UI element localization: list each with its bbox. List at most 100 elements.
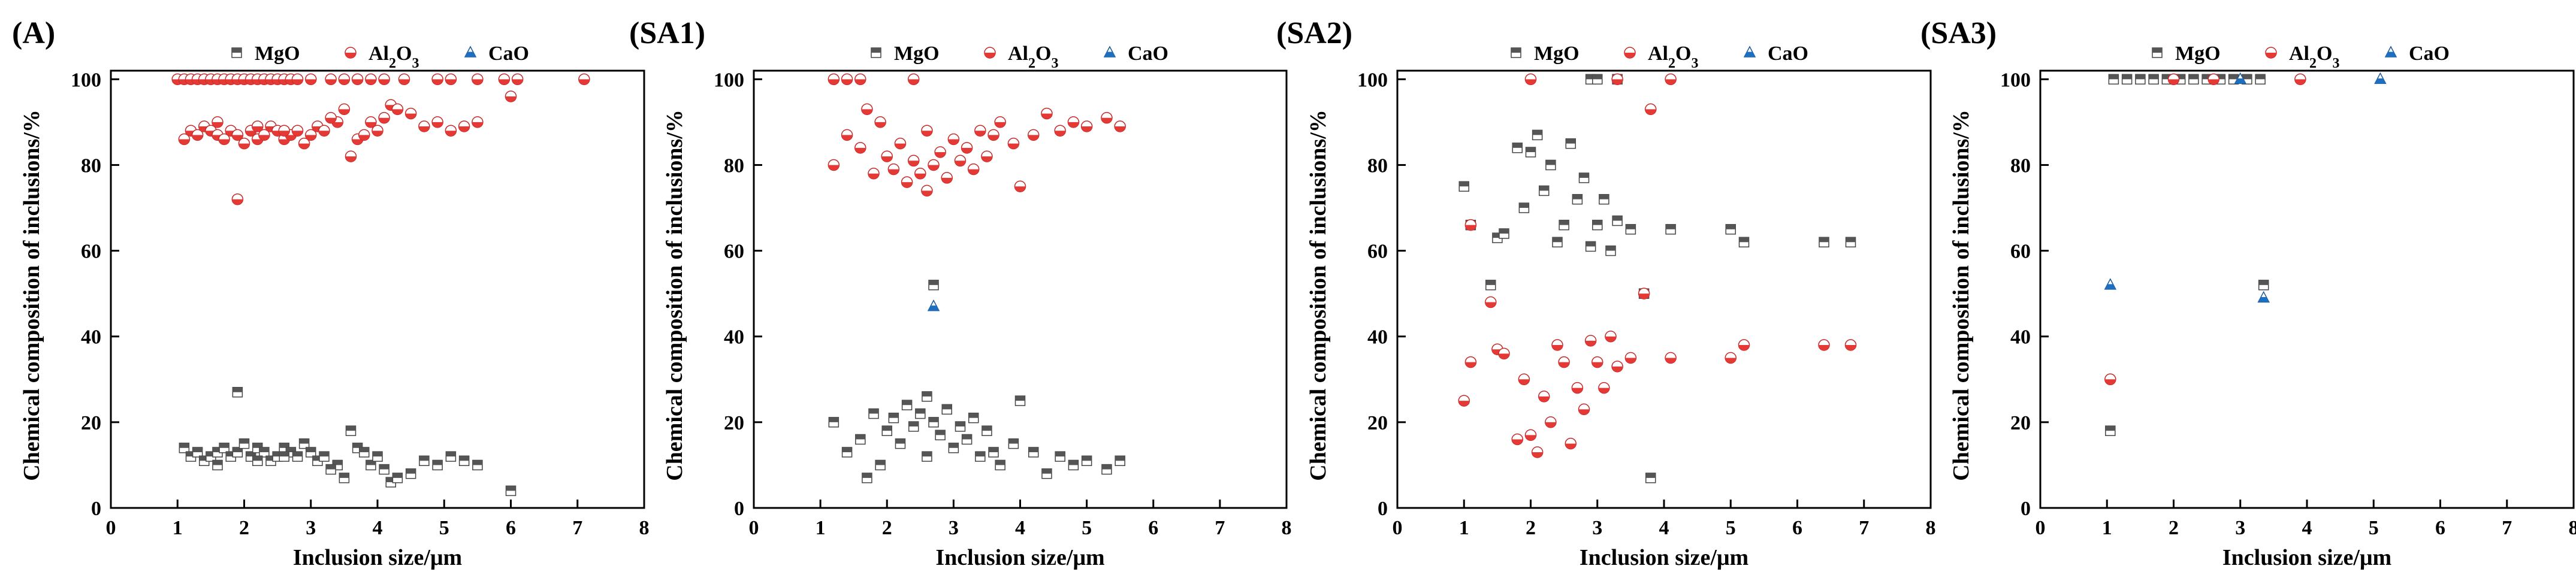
point-Al2O3-fill xyxy=(895,143,906,149)
point-Al2O3-fill xyxy=(1612,366,1623,372)
point-MgO-fill xyxy=(352,443,363,448)
point-Al2O3-fill xyxy=(1538,396,1550,402)
point-Al2O3-fill xyxy=(2294,79,2306,85)
point-MgO-fill xyxy=(975,452,985,457)
point-MgO-fill xyxy=(1666,224,1676,229)
series-Al2O3 xyxy=(1458,73,1857,458)
point-Al2O3-fill xyxy=(458,126,470,132)
point-CaO-fill xyxy=(2258,296,2269,302)
point-Al2O3-fill xyxy=(828,79,839,85)
point-MgO-fill xyxy=(2162,74,2172,80)
point-MgO-fill xyxy=(829,417,839,422)
point-MgO-fill xyxy=(186,452,196,457)
point-MgO-fill xyxy=(1592,220,1602,225)
point-MgO-fill xyxy=(1492,233,1502,238)
point-MgO-fill xyxy=(1485,280,1496,285)
point-Al2O3-fill xyxy=(955,161,966,167)
legend-label-MgO: MgO xyxy=(1534,43,1580,65)
point-MgO-fill xyxy=(1015,396,1025,401)
point-Al2O3-fill xyxy=(1545,422,1556,428)
point-Al2O3-fill xyxy=(914,173,926,179)
y-tick-label: 60 xyxy=(2010,241,2031,263)
point-MgO-fill xyxy=(1846,237,1856,243)
point-Al2O3-fill xyxy=(305,135,316,141)
point-MgO-fill xyxy=(419,456,429,461)
point-Al2O3-fill xyxy=(472,79,483,85)
point-Al2O3-fill xyxy=(339,79,350,85)
point-Al2O3-fill xyxy=(1525,435,1536,441)
point-MgO-fill xyxy=(232,387,243,392)
point-MgO-fill xyxy=(1726,224,1736,229)
point-Al2O3-fill xyxy=(258,135,270,141)
legend-marker-CaO-fill xyxy=(2385,52,2396,57)
series-CaO xyxy=(2104,72,2387,303)
x-tick-label: 1 xyxy=(2102,517,2112,539)
x-tick-label: 2 xyxy=(1526,517,1536,539)
point-MgO-fill xyxy=(1459,181,1469,187)
point-CaO-fill xyxy=(2234,78,2246,84)
legend-marker-Al2O3-fill xyxy=(2266,53,2276,58)
point-MgO-fill xyxy=(968,413,979,418)
point-Al2O3-fill xyxy=(1559,362,1570,368)
point-MgO-fill xyxy=(2258,280,2269,285)
point-Al2O3-fill xyxy=(1532,452,1543,458)
x-tick-label: 5 xyxy=(1082,517,1092,539)
point-MgO-fill xyxy=(472,460,482,465)
point-MgO-fill xyxy=(962,434,972,440)
point-MgO-fill xyxy=(1532,130,1542,135)
point-MgO-fill xyxy=(1566,138,1576,144)
y-tick-label: 40 xyxy=(2010,326,2031,349)
point-Al2O3-fill xyxy=(305,79,316,85)
legend-label-CaO: CaO xyxy=(2409,43,2450,65)
point-MgO-fill xyxy=(882,426,892,431)
plot-frame xyxy=(753,69,1288,509)
series-MgO xyxy=(2105,74,2269,436)
point-MgO-fill xyxy=(319,452,329,457)
legend-label-MgO: MgO xyxy=(894,43,940,65)
point-MgO-fill xyxy=(1819,237,1829,243)
y-tick-label: 20 xyxy=(1367,412,1388,434)
point-MgO-fill xyxy=(459,456,469,461)
point-MgO-fill xyxy=(312,456,322,461)
legend: MgO Al2O3 CaO xyxy=(2152,43,2450,71)
y-tick-label: 20 xyxy=(724,412,744,434)
point-Al2O3-fill xyxy=(888,169,899,175)
point-MgO-fill xyxy=(1612,216,1623,221)
point-MgO-fill xyxy=(252,456,262,461)
point-Al2O3-fill xyxy=(988,135,999,141)
point-MgO-fill xyxy=(1068,460,1079,465)
point-Al2O3-fill xyxy=(2104,379,2116,385)
point-MgO-fill xyxy=(406,468,416,474)
point-MgO-fill xyxy=(226,452,236,457)
point-Al2O3-fill xyxy=(372,131,383,137)
point-MgO-fill xyxy=(506,486,516,491)
point-MgO-fill xyxy=(955,422,965,427)
point-Al2O3-fill xyxy=(841,135,853,141)
x-tick-label: 3 xyxy=(1592,517,1602,539)
point-Al2O3-fill xyxy=(1598,388,1609,394)
y-tick-label: 80 xyxy=(1367,155,1388,177)
point-MgO-fill xyxy=(1055,452,1065,457)
x-tick-label: 6 xyxy=(1792,517,1802,539)
point-Al2O3-fill xyxy=(935,152,946,158)
point-MgO-fill xyxy=(2105,426,2115,431)
point-Al2O3-fill xyxy=(252,139,263,145)
point-MgO-fill xyxy=(339,473,349,478)
point-MgO-fill xyxy=(842,447,852,452)
point-Al2O3-fill xyxy=(358,135,370,141)
point-CaO-fill xyxy=(928,305,940,311)
x-tick-label: 7 xyxy=(2502,517,2512,539)
point-Al2O3-fill xyxy=(418,126,430,132)
point-Al2O3-fill xyxy=(279,139,290,145)
x-tick-label: 4 xyxy=(1015,517,1025,539)
point-MgO-fill xyxy=(908,422,919,427)
point-Al2O3-fill xyxy=(901,182,913,188)
point-Al2O3-fill xyxy=(1101,117,1112,123)
point-MgO-fill xyxy=(346,426,356,431)
x-tick-label: 6 xyxy=(1148,517,1158,539)
point-Al2O3-fill xyxy=(325,79,337,85)
point-MgO-fill xyxy=(875,460,886,465)
point-Al2O3-fill xyxy=(948,139,959,145)
plot-frame xyxy=(1396,69,1932,509)
point-MgO-fill xyxy=(252,443,262,448)
